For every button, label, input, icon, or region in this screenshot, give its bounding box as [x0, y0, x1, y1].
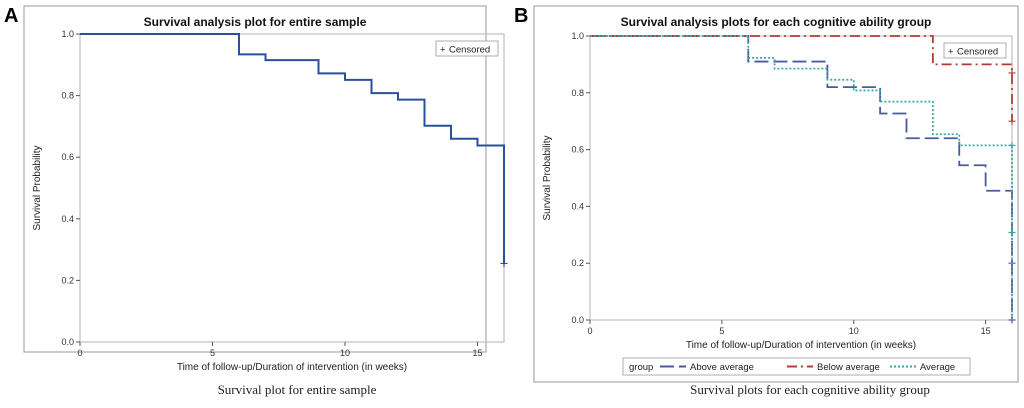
panel-letter: A	[4, 5, 18, 27]
censored-marker	[1008, 141, 1016, 149]
censored-legend-marker: +	[948, 47, 954, 58]
y-tick-label: 0.2	[571, 258, 584, 268]
x-tick-label: 5	[719, 326, 724, 336]
chart-frame	[533, 5, 1019, 383]
censored-marker	[500, 259, 508, 267]
chart-frame	[23, 5, 487, 353]
x-tick-label: 0	[77, 348, 82, 358]
censored-legend-label: Censored	[957, 47, 998, 58]
censored-marker	[1008, 117, 1016, 125]
group-legend-label: Average	[920, 362, 955, 373]
y-tick-label: 0.8	[571, 88, 584, 98]
x-axis-label: Time of follow-up/Duration of interventi…	[686, 340, 916, 351]
x-tick-label: 15	[981, 326, 991, 336]
x-axis-label: Time of follow-up/Duration of interventi…	[177, 362, 407, 373]
y-tick-label: 0.2	[61, 275, 74, 285]
y-tick-label: 0.6	[571, 145, 584, 155]
series-line-above-average	[590, 35, 1013, 320]
plot-area	[589, 35, 1013, 321]
y-tick-label: 0.4	[61, 214, 74, 224]
y-tick-label: 1.0	[61, 29, 74, 39]
y-tick-label: 0.0	[61, 337, 74, 347]
censored-marker	[1008, 229, 1016, 237]
y-axis-label: Survival Probability	[32, 145, 43, 230]
x-tick-label: 10	[340, 348, 350, 358]
censored-marker	[1008, 69, 1016, 77]
y-tick-label: 0.4	[571, 201, 584, 211]
y-axis-label: Survival Probability	[542, 135, 553, 220]
chart-title: Survival analysis plot for entire sample	[144, 15, 367, 29]
y-tick-label: 1.0	[571, 31, 584, 41]
figure-caption: Survival plot for entire sample	[218, 382, 377, 397]
y-tick-label: 0.8	[61, 91, 74, 101]
group-legend-title: group	[629, 362, 653, 373]
x-tick-label: 0	[587, 326, 592, 336]
chart-title: Survival analysis plots for each cogniti…	[621, 15, 932, 29]
chart-panel-a: A Survival analysis plot for entire sampl…	[4, 5, 508, 397]
series-line-average	[590, 35, 1013, 320]
censored-legend-marker: +	[440, 45, 446, 56]
y-tick-label: 0.6	[61, 152, 74, 162]
x-tick-label: 5	[210, 348, 215, 358]
figure-caption: Survival plots for each cognitive abilit…	[690, 382, 930, 397]
chart-panel-b: B Survival analysis plots for each cognit…	[514, 5, 1019, 397]
censored-legend-label: Censored	[449, 45, 490, 56]
series-line-below-average	[590, 35, 1013, 122]
y-tick-label: 0.0	[571, 315, 584, 325]
censored-legend-box	[435, 40, 499, 57]
series-line-entire-sample	[80, 33, 505, 264]
censored-legend-box	[943, 42, 1007, 59]
x-tick-label: 15	[472, 348, 482, 358]
panel-letter: B	[514, 5, 528, 27]
x-tick-label: 10	[849, 326, 859, 336]
group-legend-label: Below average	[817, 362, 880, 373]
group-legend-label: Above average	[690, 362, 754, 373]
